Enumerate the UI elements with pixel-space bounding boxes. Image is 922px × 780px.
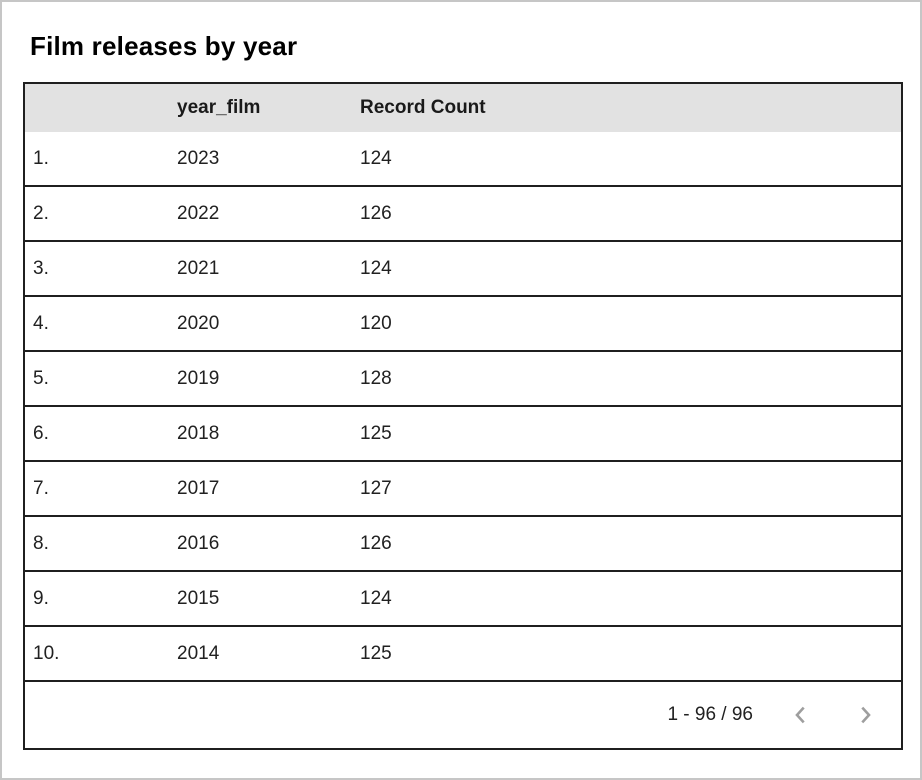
table-row: 10. 2014 125 [25, 627, 901, 682]
header-cell-year-film[interactable]: year_film [177, 97, 261, 118]
year-film-cell: 2018 [177, 422, 220, 444]
record-count-cell: 127 [360, 477, 392, 499]
data-table: year_film Record Count 1. 2023 124 2. 2022 12… [23, 82, 903, 750]
row-index-cell: 1. [33, 147, 49, 169]
chevron-left-icon [788, 702, 814, 728]
table-row: 4. 2020 120 [25, 297, 901, 352]
row-index-cell: 6. [33, 422, 49, 444]
table-row: 8. 2016 126 [25, 517, 901, 572]
record-count-cell: 125 [360, 422, 392, 444]
year-film-cell: 2016 [177, 532, 220, 554]
table-row: 2. 2022 126 [25, 187, 901, 242]
year-film-cell: 2022 [177, 202, 220, 224]
year-film-cell: 2015 [177, 587, 220, 609]
table-row: 1. 2023 124 [25, 132, 901, 187]
row-index-cell: 7. [33, 477, 49, 499]
row-index-cell: 4. [33, 312, 49, 334]
pagination-range-label: 1 - 96 / 96 [667, 704, 753, 725]
table-header-row: year_film Record Count [25, 84, 901, 132]
record-count-cell: 124 [360, 257, 392, 279]
table-rows: 1. 2023 124 2. 2022 126 3. 2021 124 4. 2020 120 5. 20… [25, 132, 901, 682]
year-film-cell: 2017 [177, 477, 220, 499]
table-row: 9. 2015 124 [25, 572, 901, 627]
row-index-cell: 10. [33, 642, 60, 664]
record-count-cell: 126 [360, 202, 392, 224]
row-index-cell: 9. [33, 587, 49, 609]
record-count-cell: 126 [360, 532, 392, 554]
row-index-cell: 3. [33, 257, 49, 279]
year-film-cell: 2023 [177, 147, 220, 169]
record-count-cell: 124 [360, 587, 392, 609]
table-row: 7. 2017 127 [25, 462, 901, 517]
table-row: 5. 2019 128 [25, 352, 901, 407]
table-footer: 1 - 96 / 96 [25, 682, 901, 748]
year-film-cell: 2014 [177, 642, 220, 664]
record-count-cell: 124 [360, 147, 392, 169]
row-index-cell: 2. [33, 202, 49, 224]
record-count-cell: 128 [360, 367, 392, 389]
row-index-cell: 5. [33, 367, 49, 389]
year-film-cell: 2020 [177, 312, 220, 334]
next-page-button[interactable] [845, 695, 885, 735]
row-index-cell: 8. [33, 532, 49, 554]
header-cell-record-count[interactable]: Record Count [360, 97, 486, 118]
chevron-right-icon [852, 702, 878, 728]
record-count-cell: 125 [360, 642, 392, 664]
table-row: 6. 2018 125 [25, 407, 901, 462]
year-film-cell: 2019 [177, 367, 220, 389]
year-film-cell: 2021 [177, 257, 220, 279]
prev-page-button[interactable] [781, 695, 821, 735]
record-count-cell: 120 [360, 312, 392, 334]
page-title: Film releases by year [30, 31, 298, 61]
table-row: 3. 2021 124 [25, 242, 901, 297]
